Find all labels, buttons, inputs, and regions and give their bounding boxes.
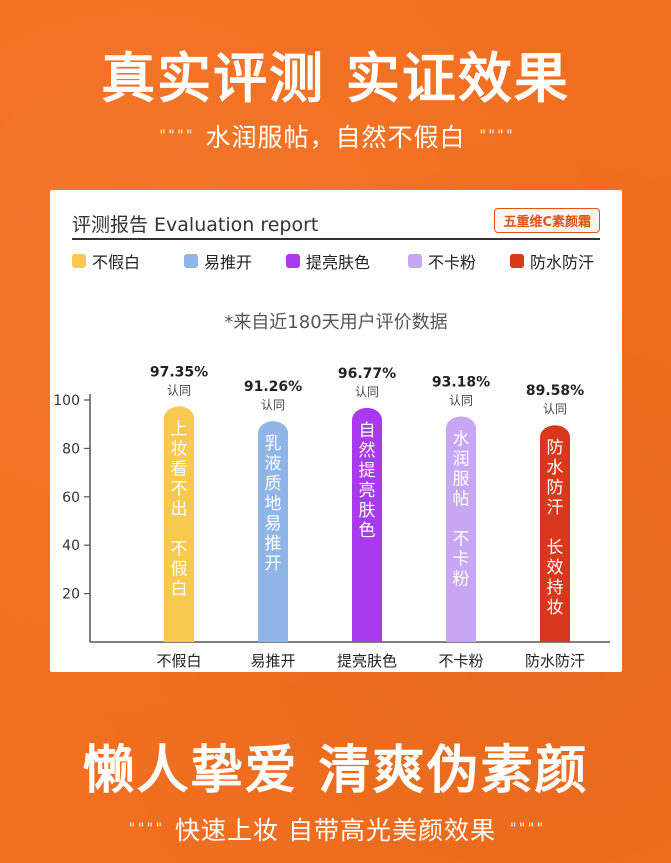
- bar-text: 粉: [453, 570, 470, 590]
- page-title: 真实评测 实证效果: [101, 47, 570, 110]
- bar-base: [446, 628, 476, 642]
- legend-item: 不假白: [72, 250, 140, 272]
- quote-decoration-left: " " " ": [159, 128, 192, 144]
- bar-text: 质: [265, 474, 282, 494]
- bar-base: [540, 628, 570, 642]
- x-tick-label: 不卡粉: [438, 652, 483, 670]
- legend-swatch: [184, 254, 198, 268]
- bar-text: 假: [171, 559, 188, 579]
- bar-text: 不: [453, 530, 470, 550]
- quote-decoration-right: " " " ": [509, 821, 543, 837]
- bar-text: 水: [547, 458, 564, 478]
- bar: [258, 421, 288, 642]
- product-badge: 五重维C素颜霜: [494, 208, 600, 233]
- bar-text: 效: [547, 558, 564, 578]
- x-tick-label: 提亮肤色: [337, 652, 397, 670]
- bar-text: 白: [171, 579, 188, 599]
- bar-text: 水: [453, 430, 470, 450]
- bar-text: 然: [359, 441, 376, 461]
- bar-base: [164, 628, 194, 642]
- legend-label: 不假白: [92, 253, 141, 272]
- bar-text: 防: [547, 438, 564, 458]
- data-source-note: *来自近180天用户评价数据: [224, 312, 448, 333]
- bar-text: 地: [265, 494, 282, 514]
- legend-label: 提亮肤色: [306, 253, 371, 272]
- legend-label: 防水防汗: [530, 253, 595, 272]
- quote-decoration-left: " " " ": [128, 821, 162, 837]
- value-label: 97.35%: [150, 364, 208, 380]
- bar-base: [352, 628, 382, 642]
- bar-text: 开: [265, 554, 282, 574]
- legend-item: 不卡粉: [408, 250, 476, 272]
- bar: [352, 407, 382, 642]
- bar-text: 帖: [453, 490, 470, 510]
- bar-text: 出: [171, 499, 188, 519]
- y-tick-label: 60: [62, 490, 80, 506]
- value-sublabel: 认同: [167, 383, 191, 397]
- bar-text: 妆: [547, 598, 564, 618]
- bar-text: 看: [171, 459, 188, 479]
- value-label: 96.77%: [338, 366, 396, 382]
- footer-subtitle: 快速上妆 自带高光美颜效果: [175, 816, 496, 845]
- bar-text: 防: [547, 478, 564, 498]
- bar-base: [258, 628, 288, 642]
- bar-text: 上: [171, 419, 188, 439]
- bar-text: 汗: [547, 498, 564, 518]
- legend-item: 提亮肤色: [286, 250, 370, 272]
- quote-decoration-right: " " " ": [479, 128, 513, 144]
- bar-text: 长: [547, 538, 564, 558]
- legend-swatch: [510, 254, 524, 268]
- bar-text: 自: [359, 421, 376, 441]
- bar-text: 推: [265, 534, 282, 554]
- bar-text: 易: [265, 514, 282, 534]
- legend-swatch: [286, 254, 300, 268]
- footer-subtitle-row: " " " " 快速上妆 自带高光美颜效果 " " " ": [0, 808, 671, 850]
- value-sublabel: 认同: [261, 398, 285, 412]
- y-tick-label: 100: [53, 393, 80, 409]
- bar-text: 卡: [453, 550, 470, 570]
- value-label: 89.58%: [526, 383, 584, 399]
- value-sublabel: 认同: [449, 394, 473, 408]
- bar-text: 妆: [171, 439, 188, 459]
- bar-text: 液: [265, 454, 282, 474]
- bar: [540, 425, 570, 642]
- value-sublabel: 认同: [355, 385, 379, 399]
- legend-item: 易推开: [184, 250, 252, 272]
- page-subtitle: 水润服帖，自然不假白: [205, 123, 466, 152]
- bar-text: 润: [453, 450, 470, 470]
- bar-text: 肤: [359, 501, 376, 521]
- x-tick-label: 易推开: [250, 652, 295, 670]
- legend-label: 易推开: [204, 253, 253, 272]
- bar-text: 不: [171, 479, 188, 499]
- value-sublabel: 认同: [543, 402, 567, 416]
- legend-swatch: [408, 254, 422, 268]
- bar-text: 乳: [265, 434, 282, 454]
- legend-label: 不卡粉: [428, 253, 477, 272]
- report-header: 评测报告 Evaluation report 五重维C素颜霜: [72, 208, 600, 240]
- bar-text: 提: [359, 461, 376, 481]
- bar-text: 持: [547, 578, 564, 598]
- subtitle-row: " " " " 水润服帖，自然不假白 " " " ": [0, 116, 671, 156]
- legend-item: 防水防汗: [510, 250, 594, 272]
- report-title: 评测报告 Evaluation report: [72, 214, 319, 236]
- bar: [446, 416, 476, 642]
- value-label: 91.26%: [244, 379, 302, 395]
- y-tick-label: 80: [62, 441, 80, 457]
- bar-chart: 2040608010097.35%认同上妆看不出不假白不假白91.26%认同乳液…: [53, 364, 610, 670]
- x-tick-label: 防水防汗: [525, 652, 585, 670]
- bar-text: 亮: [359, 481, 376, 501]
- footer-title: 懒人挚爱 清爽伪素颜: [82, 741, 589, 801]
- bar-text: 色: [359, 521, 376, 541]
- bar: [164, 406, 194, 642]
- bar-text: 服: [453, 470, 470, 490]
- legend-swatch: [72, 254, 86, 268]
- bar-text: 不: [171, 539, 188, 559]
- y-tick-label: 20: [62, 587, 80, 603]
- value-label: 93.18%: [432, 375, 490, 391]
- y-tick-label: 40: [62, 538, 80, 554]
- chart-legend: 不假白 易推开 提亮肤色 不卡粉 防水防汗: [72, 250, 612, 272]
- evaluation-panel: 评测报告 Evaluation report 五重维C素颜霜 不假白 易推开 提…: [50, 190, 622, 672]
- x-tick-label: 不假白: [156, 652, 201, 670]
